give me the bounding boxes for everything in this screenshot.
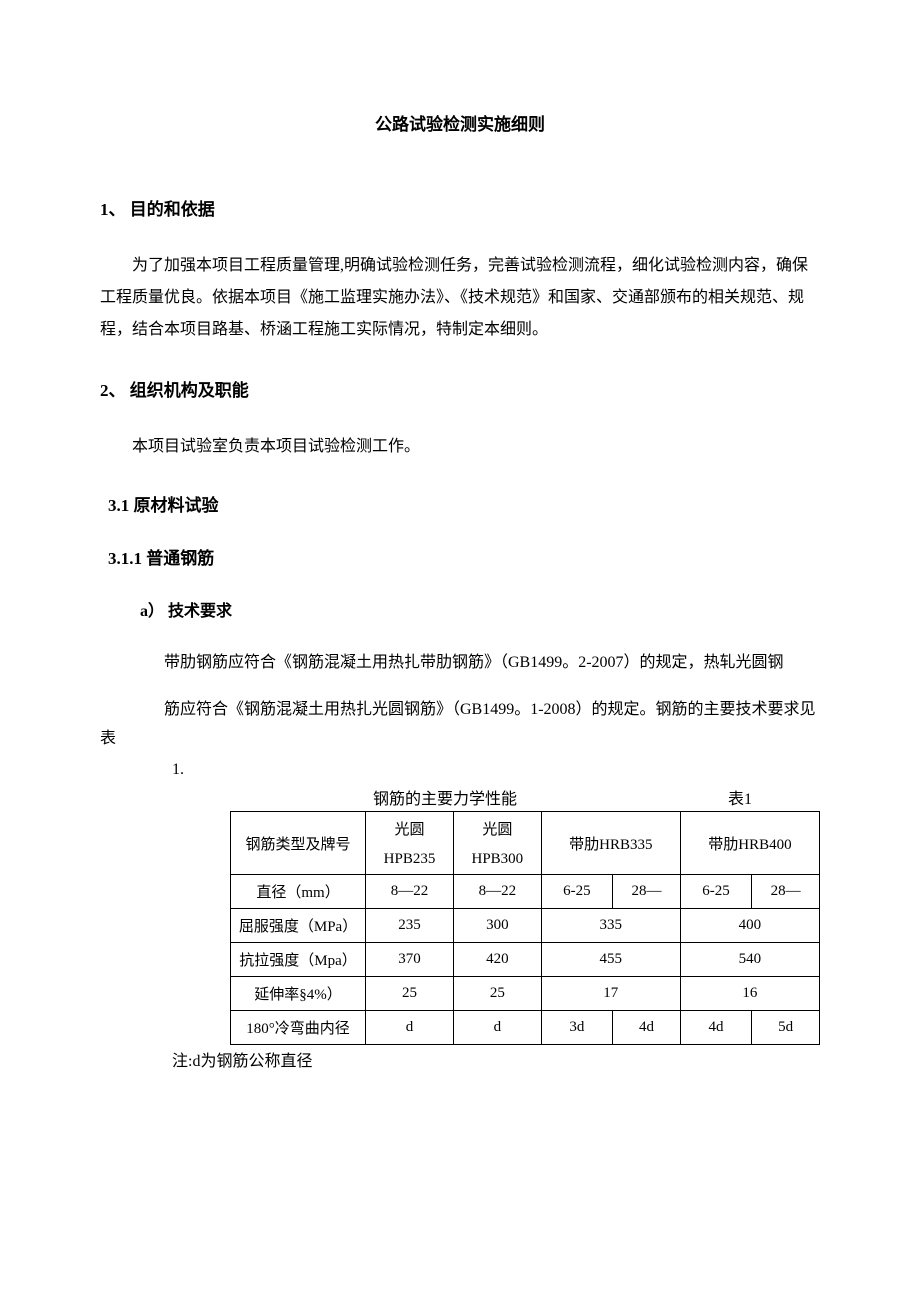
- table-cell: 6-25: [680, 875, 751, 909]
- table-cell: 8—22: [453, 875, 541, 909]
- table-cell: 28—: [752, 875, 820, 909]
- document-page: 公路试验检测实施细则 1、 目的和依据 为了加强本项目工程质量管理,明确试验检测…: [0, 0, 920, 1302]
- table-cell: d: [366, 1011, 454, 1045]
- table-header-cell: HPB235: [366, 845, 454, 875]
- table-cell: 25: [366, 977, 454, 1011]
- table-caption-row: 钢筋的主要力学性能 表1: [100, 785, 820, 809]
- document-title: 公路试验检测实施细则: [100, 110, 820, 135]
- table-header-cell: 钢筋类型及牌号: [231, 812, 366, 875]
- section-3-1-heading: 3.1 原材料试验: [108, 491, 820, 516]
- table-cell: 25: [453, 977, 541, 1011]
- table-row: 抗拉强度（Mpa） 370 420 455 540: [231, 943, 820, 977]
- table-row: 延伸率§4%） 25 25 17 16: [231, 977, 820, 1011]
- table-cell: 3d: [541, 1011, 612, 1045]
- table-cell: 17: [541, 977, 680, 1011]
- table-cell: 455: [541, 943, 680, 977]
- table-cell: 335: [541, 909, 680, 943]
- table-header-cell: 带肋HRB400: [680, 812, 819, 875]
- table-cell: 540: [680, 943, 819, 977]
- section-2-heading: 2、 组织机构及职能: [100, 376, 820, 401]
- table-row: 直径（mm） 8—22 8—22 6-25 28— 6-25 28—: [231, 875, 820, 909]
- table-number: 表1: [660, 785, 820, 809]
- table-cell: 16: [680, 977, 819, 1011]
- section-1-paragraph: 为了加强本项目工程质量管理,明确试验检测任务，完善试验检测流程，细化试验检测内容…: [100, 250, 820, 346]
- table-cell: 5d: [752, 1011, 820, 1045]
- table-cell: 420: [453, 943, 541, 977]
- table-cell: 8—22: [366, 875, 454, 909]
- steel-spec-table: 钢筋类型及牌号 光圆 光圆 带肋HRB335 带肋HRB400 HPB235 H…: [230, 811, 820, 1045]
- table-row: 屈服强度（MPa） 235 300 335 400: [231, 909, 820, 943]
- table-footnote: 注:d为钢筋公称直径: [172, 1047, 820, 1071]
- table-header-row: 钢筋类型及牌号 光圆 光圆 带肋HRB335 带肋HRB400: [231, 812, 820, 846]
- table-row: 180°冷弯曲内径 d d 3d 4d 4d 5d: [231, 1011, 820, 1045]
- table-cell: 4d: [680, 1011, 751, 1045]
- table-caption: 钢筋的主要力学性能: [230, 785, 660, 809]
- table-cell: 抗拉强度（Mpa）: [231, 943, 366, 977]
- body-text-2: 筋应符合《钢筋混凝土用热扎光圆钢筋》（GB1499。1-2008）的规定。钢筋的…: [100, 696, 820, 754]
- table-cell: 370: [366, 943, 454, 977]
- table-cell: d: [453, 1011, 541, 1045]
- table-cell: 屈服强度（MPa）: [231, 909, 366, 943]
- table-header-cell: 光圆: [453, 812, 541, 846]
- section-1-heading: 1、 目的和依据: [100, 195, 820, 220]
- table-cell: 300: [453, 909, 541, 943]
- table-cell: 4d: [613, 1011, 681, 1045]
- table-cell: 400: [680, 909, 819, 943]
- body-text-1: 带肋钢筋应符合《钢筋混凝土用热扎带肋钢筋》（GB1499。2-2007）的规定，…: [100, 649, 820, 678]
- section-a-heading: a） 技术要求: [140, 597, 820, 621]
- table-cell: 6-25: [541, 875, 612, 909]
- table-header-cell: 带肋HRB335: [541, 812, 680, 875]
- table-cell: 延伸率§4%）: [231, 977, 366, 1011]
- table-cell: 直径（mm）: [231, 875, 366, 909]
- table-cell: 235: [366, 909, 454, 943]
- table-cell: 28—: [613, 875, 681, 909]
- section-2-paragraph: 本项目试验室负责本项目试验检测工作。: [100, 431, 820, 463]
- table-header-cell: HPB300: [453, 845, 541, 875]
- table-header-cell: 光圆: [366, 812, 454, 846]
- section-3-1-1-heading: 3.1.1 普通钢筋: [108, 544, 820, 569]
- body-text-3: 1.: [172, 761, 820, 779]
- table-cell: 180°冷弯曲内径: [231, 1011, 366, 1045]
